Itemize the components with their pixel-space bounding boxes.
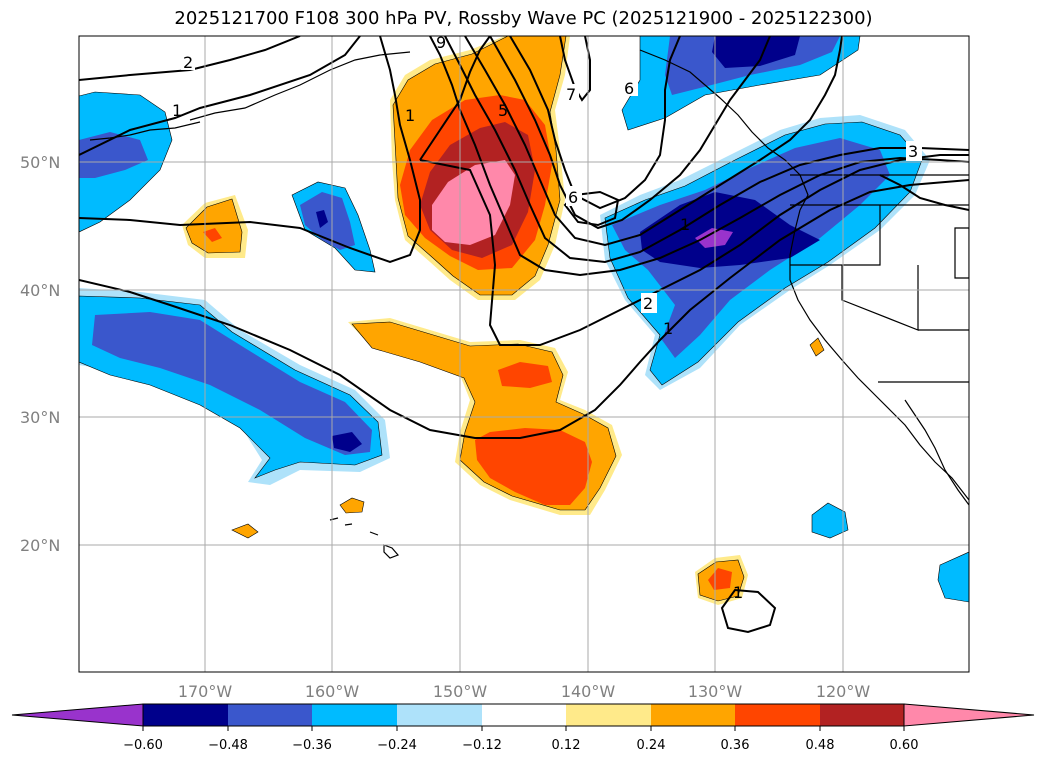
contour-line [79,179,969,439]
negative-anomaly-east-extreme [695,228,733,248]
contour-label: 1 [663,319,673,338]
contour-line [509,36,681,210]
plot-frame [78,35,970,673]
contour-label: 2 [183,53,193,72]
us-west-coast [789,209,969,501]
contour-line [419,36,969,346]
aleutian-islands [129,121,201,136]
colorbar-tick-label: 0.24 [637,738,666,753]
colorbar-segment [820,704,904,726]
contour-line [429,36,969,277]
contour-line [79,36,361,156]
colorbar-segment [566,704,651,726]
colorbar-frame [142,703,905,727]
colorbar-extend-low [11,703,144,727]
contour-label: 2 [643,294,653,313]
contour-line [79,36,301,81]
negative-anomaly-ne-core [712,36,800,68]
contour-label: 6 [568,188,578,207]
state-border-id [954,227,969,279]
positive-anomaly-170w-core [203,228,222,242]
colorbar-tick-label: −0.24 [377,738,417,753]
contour-line [79,36,421,264]
positive-anomaly-130w-core [708,568,732,590]
contour-label: 5 [498,101,508,120]
contour-line [559,36,591,102]
contour-label: 1 [172,101,182,120]
colorbar-tick-label: 0.12 [552,738,581,753]
colorbar-segment [228,704,312,726]
lon-label-140w: 140°W [561,682,616,701]
alaska-coast [89,51,411,141]
contour-label: 1 [405,106,415,125]
colorbar-extend-high [903,703,1035,727]
colorbar-segment [482,704,566,726]
colorbar-segment [651,704,735,726]
contour-line [720,588,777,634]
lon-label-120w: 120°W [816,682,871,701]
positive-anomaly-subtropical-inner-b [475,428,592,505]
contour-label: 1 [733,583,743,602]
contour-labels: 2 1 1 5 7 6 6 1 3 2 1 1 9 [172,33,922,602]
colorbar-tick-label: 0.36 [721,738,750,753]
positive-anomaly-small-a [339,497,365,514]
state-border-ca-nv [841,265,919,331]
negative-anomaly-east-core [640,192,820,268]
negative-anomaly-160w-core [316,210,328,228]
colorbar-segment [143,704,228,726]
lat-label-30n: 30°N [20,408,60,427]
colorbar-tick-label: 0.48 [806,738,835,753]
contour-line [879,174,969,211]
contour-label: 9 [436,33,446,52]
colorbar-tick-label: 0.60 [890,738,919,753]
negative-anomaly-nw-inner [79,132,148,178]
colorbar-tick-label: −0.60 [123,738,163,753]
lon-label-160w: 160°W [305,682,360,701]
lat-label-20n: 20°N [20,536,60,555]
lon-label-170w: 170°W [178,682,233,701]
colorbar-ticks [142,726,905,731]
colorbar-segment [735,704,820,726]
baja-california-coast [904,399,969,506]
positive-anomaly-small-c [809,337,825,357]
contour-label: 3 [908,142,918,161]
negative-anomaly-small-b [937,551,969,603]
negative-anomaly-sw-band-inner [92,312,372,455]
gridlines [79,36,969,672]
colorbar: −0.60 −0.48 −0.36 −0.24 −0.12 0.12 0.24 … [11,703,1035,753]
colorbar-segment [312,704,397,726]
contour-line [489,36,771,230]
pv-contours [79,36,969,634]
map-title: 2025121700 F108 300 hPa PV, Rossby Wave … [174,8,873,29]
lat-label-40n: 40°N [20,281,60,300]
positive-anomaly-170w-outer [185,198,243,254]
hawaii-islands [329,517,400,559]
contour-label: 1 [680,215,690,234]
lat-label-50n: 50°N [20,153,60,172]
colorbar-tick-label: −0.48 [208,738,248,753]
state-border-or-ca [790,205,881,266]
lon-label-150w: 150°W [433,682,488,701]
coastlines [89,49,969,559]
contour-label: 7 [566,85,576,104]
positive-anomaly-subtropical-inner-a [498,362,552,388]
colorbar-tick-label: −0.12 [462,738,502,753]
contour-label: 6 [624,79,634,98]
negative-anomaly-sw-band-core [332,432,362,452]
positive-anomaly-small-b [231,523,259,539]
alaska-panhandle-coast [639,49,809,211]
contour-line [444,36,969,264]
colorbar-segment [397,704,482,726]
positive-anomaly-ridge-extreme [432,160,515,245]
negative-anomaly-small-a [811,502,849,539]
contour-line [464,36,843,247]
colorbar-tick-label: −0.36 [292,738,332,753]
lon-label-130w: 130°W [688,682,743,701]
